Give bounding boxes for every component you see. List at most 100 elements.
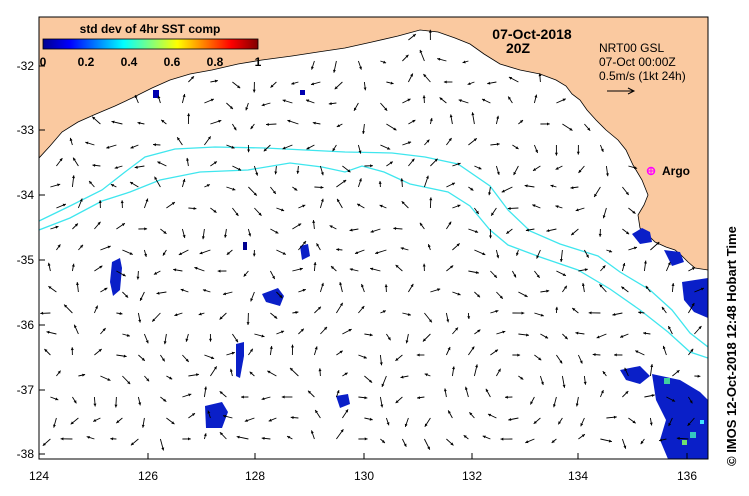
current-vector-head <box>274 171 278 175</box>
current-vector-head <box>443 80 447 84</box>
current-vector-head <box>266 123 269 126</box>
current-vector-head <box>668 326 671 330</box>
current-vector-head <box>219 316 223 320</box>
current-vector-head <box>379 204 383 208</box>
current-vector-head <box>501 189 505 193</box>
current-vector-head <box>530 401 533 405</box>
current-vector-head <box>71 263 75 267</box>
current-vector-head <box>70 421 74 425</box>
current-vector-head <box>282 251 286 255</box>
current-vector-head <box>138 402 142 406</box>
current-vector-head <box>156 291 160 295</box>
current-vector-head <box>370 267 374 271</box>
current-vector-head <box>467 316 471 319</box>
current-vector-head <box>141 424 145 428</box>
current-vector-head <box>559 259 563 262</box>
current-vector-head <box>97 221 101 225</box>
current-vector-head <box>488 413 492 417</box>
current-vector-head <box>426 175 429 179</box>
current-vector-head <box>361 284 364 288</box>
current-vector-head <box>98 200 102 203</box>
current-vector-head <box>393 127 397 131</box>
current-vector-head <box>213 366 217 370</box>
current-vector-head <box>107 245 111 249</box>
current-vector-head <box>122 273 126 277</box>
current-vector-head <box>427 244 431 248</box>
current-vector-head <box>383 60 387 64</box>
current-vector-head <box>423 74 427 78</box>
current-vector-head <box>154 176 158 180</box>
current-vector-head <box>85 141 89 145</box>
current-vector-head <box>635 350 639 354</box>
current-vector-head <box>632 420 636 424</box>
current-vector-head <box>193 207 197 210</box>
map-time: 20Z <box>506 40 531 56</box>
current-vector-head <box>210 98 214 102</box>
current-vector-head <box>608 249 613 253</box>
isobath-outer <box>39 146 708 348</box>
current-vector-head <box>407 98 411 102</box>
current-vector-head <box>575 208 579 212</box>
current-vector-head <box>407 313 411 316</box>
current-vector-head <box>493 274 497 278</box>
current-vector-head <box>576 151 580 155</box>
current-vector-head <box>457 292 461 296</box>
current-vector-head <box>245 107 249 111</box>
current-vector-head <box>55 225 59 229</box>
current-vector-head <box>446 319 450 323</box>
current-vector-head <box>311 66 314 70</box>
current-vector-head <box>643 331 647 335</box>
current-vector-head <box>233 127 237 131</box>
current-vector-head <box>157 161 161 165</box>
current-vector-head <box>473 138 477 142</box>
current-vector-head <box>238 167 242 171</box>
current-vector-head <box>235 339 238 343</box>
current-vector-head <box>219 391 223 395</box>
current-vector-head <box>584 268 588 272</box>
current-vector-head <box>532 204 536 208</box>
current-vector-head <box>198 312 202 316</box>
current-vector-head <box>457 162 461 166</box>
current-vector-head <box>59 158 63 162</box>
current-vector-head <box>311 82 315 86</box>
current-vector-head <box>555 306 559 310</box>
current-vector-head <box>505 395 508 399</box>
current-vector-head <box>559 360 563 364</box>
current-vector-head <box>482 252 486 255</box>
current-vector-head <box>337 198 340 202</box>
current-vector-head <box>163 341 167 345</box>
current-vector-head <box>477 294 480 298</box>
current-vector-head <box>267 370 271 374</box>
current-vector-head <box>578 169 582 173</box>
current-vector-head <box>592 353 596 357</box>
current-vector-head <box>324 326 327 330</box>
colorbar-label: std dev of 4hr SST comp <box>80 22 221 36</box>
current-vector-head <box>320 185 324 189</box>
current-vector-head <box>496 115 500 119</box>
current-vector-head <box>270 84 274 88</box>
current-vector-head <box>224 234 227 238</box>
current-vector-head <box>447 347 451 351</box>
current-vector-head <box>439 97 443 101</box>
current-vector-head <box>76 282 79 286</box>
current-vector-head <box>44 349 48 352</box>
current-vector-head <box>355 251 359 254</box>
current-vector-head <box>359 178 362 182</box>
current-vector-head <box>410 73 413 77</box>
current-vector-head <box>302 288 306 292</box>
current-vector-head <box>70 347 74 351</box>
current-vector-head <box>72 175 75 179</box>
current-vector-head <box>450 265 454 269</box>
x-axis: 124 126 128 130 132 134 136 <box>29 453 697 483</box>
current-vector-head <box>249 371 253 375</box>
current-vector-head <box>62 203 66 207</box>
x-tick-label: 132 <box>462 469 482 483</box>
current-vector-head <box>395 264 399 268</box>
current-vector-head <box>261 397 265 401</box>
current-vector-head <box>219 432 223 436</box>
current-vector-head <box>668 422 672 427</box>
current-vector-head <box>598 233 602 237</box>
current-vector-head <box>229 106 233 109</box>
current-vector-head <box>120 200 124 204</box>
current-vector-head <box>676 370 680 374</box>
